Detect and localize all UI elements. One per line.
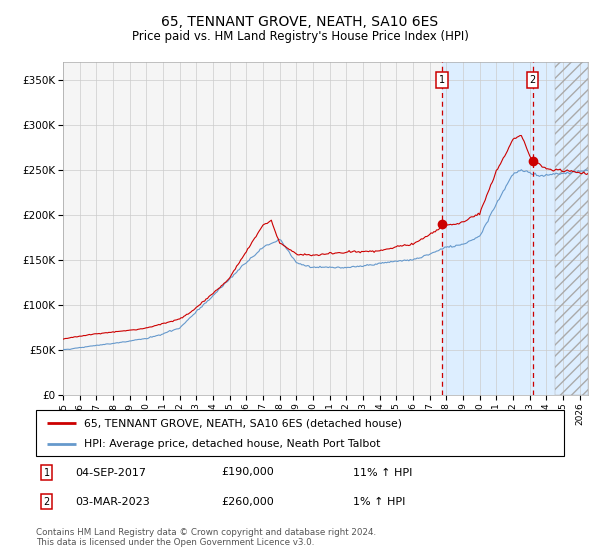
Text: £260,000: £260,000 bbox=[221, 497, 274, 507]
Text: 2: 2 bbox=[529, 75, 536, 85]
Text: 11% ↑ HPI: 11% ↑ HPI bbox=[353, 468, 412, 478]
Text: 1% ↑ HPI: 1% ↑ HPI bbox=[353, 497, 405, 507]
Text: 03-MAR-2023: 03-MAR-2023 bbox=[76, 497, 151, 507]
Bar bbox=[554, 62, 588, 395]
Text: 1: 1 bbox=[43, 468, 50, 478]
Text: 1: 1 bbox=[439, 75, 445, 85]
Text: £190,000: £190,000 bbox=[221, 468, 274, 478]
Text: Contains HM Land Registry data © Crown copyright and database right 2024.
This d: Contains HM Land Registry data © Crown c… bbox=[36, 528, 376, 547]
Text: HPI: Average price, detached house, Neath Port Talbot: HPI: Average price, detached house, Neat… bbox=[83, 440, 380, 450]
Text: 04-SEP-2017: 04-SEP-2017 bbox=[76, 468, 146, 478]
Bar bbox=[442, 62, 588, 395]
FancyBboxPatch shape bbox=[36, 410, 564, 456]
Text: 2: 2 bbox=[43, 497, 50, 507]
Text: 65, TENNANT GROVE, NEATH, SA10 6ES (detached house): 65, TENNANT GROVE, NEATH, SA10 6ES (deta… bbox=[83, 418, 401, 428]
Text: 65, TENNANT GROVE, NEATH, SA10 6ES: 65, TENNANT GROVE, NEATH, SA10 6ES bbox=[161, 15, 439, 29]
Text: Price paid vs. HM Land Registry's House Price Index (HPI): Price paid vs. HM Land Registry's House … bbox=[131, 30, 469, 43]
